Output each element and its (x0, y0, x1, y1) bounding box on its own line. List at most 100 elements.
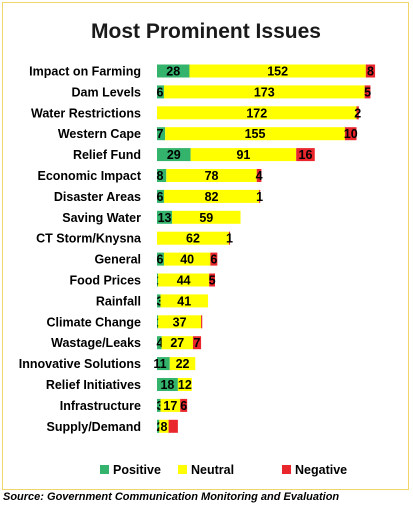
data-label: 6 (157, 190, 164, 204)
data-label: 91 (236, 148, 250, 162)
bar-neutral (159, 419, 169, 433)
data-label: 29 (167, 148, 181, 162)
bar-positive (157, 357, 170, 371)
bar-negative (259, 189, 261, 203)
data-label: 59 (199, 211, 213, 225)
bar-negative (209, 273, 215, 287)
bar-negative (256, 169, 262, 182)
bar-neutral (163, 85, 365, 99)
category-label: Relief Initiatives (46, 378, 141, 392)
bar-negative (364, 85, 371, 99)
data-label: 5 (209, 274, 216, 288)
data-label: 5 (364, 85, 371, 99)
category-label: Disaster Areas (54, 190, 141, 204)
bar-neutral (165, 127, 345, 141)
data-label: 4 (157, 336, 164, 350)
data-label: 17 (163, 399, 177, 413)
bar-negative (365, 64, 376, 78)
category-label: Innovative Solutions (19, 357, 141, 371)
bar-negative (210, 252, 218, 266)
bar-neutral (169, 357, 196, 371)
category-label: Western Cape (58, 127, 141, 141)
bar-neutral (157, 231, 229, 245)
bar-positive (157, 315, 159, 329)
legend-swatch-positive (100, 465, 109, 474)
data-label: 28 (166, 65, 180, 79)
data-label: 40 (180, 253, 194, 267)
bar-neutral (172, 210, 241, 224)
data-label: 4 (256, 169, 263, 183)
bar-neutral (160, 294, 209, 308)
bar-negative (228, 231, 231, 245)
data-label: 12 (178, 378, 192, 392)
data-label: 155 (245, 127, 266, 141)
bar-neutral (157, 106, 357, 120)
bar-positive (157, 210, 173, 224)
bar-positive (157, 398, 161, 412)
bar-negative (356, 106, 359, 120)
data-label: 3 (157, 399, 164, 413)
bar-neutral (163, 252, 211, 266)
bar-negative (168, 419, 178, 433)
data-label: 22 (176, 357, 190, 371)
data-label: 78 (205, 169, 219, 183)
bar-neutral (161, 336, 193, 350)
data-label: 8 (367, 65, 374, 79)
legend-swatch-negative (282, 465, 291, 474)
bar-positive (157, 273, 159, 287)
bar-neutral (158, 273, 210, 287)
data-label: 8 (160, 420, 167, 434)
bar-positive (157, 336, 162, 350)
category-label: Climate Change (47, 315, 142, 329)
data-label: 2 (354, 106, 361, 120)
bar-negative (344, 127, 357, 141)
data-label: 37 (173, 315, 187, 329)
data-label: 172 (246, 106, 267, 120)
bar-neutral (190, 148, 297, 162)
bar-positive (157, 127, 166, 141)
data-label: 10 (344, 127, 358, 141)
category-label: Economic Impact (38, 169, 142, 183)
bar-negative (180, 398, 188, 412)
data-label: 41 (177, 294, 191, 308)
bar-negative (201, 315, 203, 329)
bar-positive (157, 378, 178, 391)
bar-neutral (158, 315, 202, 329)
data-label: 62 (186, 232, 200, 246)
bar-negative (192, 336, 202, 350)
legend-label-negative: Negative (295, 463, 347, 477)
category-label: Water Restrictions (31, 106, 141, 120)
category-label: Saving Water (62, 211, 141, 225)
data-label: 6 (157, 85, 164, 99)
category-label: Relief Fund (73, 148, 141, 162)
category-label: Rainfall (96, 294, 141, 308)
bar-positive (157, 294, 161, 308)
category-label: CT Storm/Knysna (36, 232, 142, 246)
chart-title: Most Prominent Issues (91, 20, 321, 43)
source-note: Source: Government Communication Monitor… (3, 491, 340, 503)
data-label: 11 (153, 357, 166, 371)
category-label: Impact on Farming (29, 65, 141, 79)
chart-frame (2, 2, 409, 490)
bar-negative (296, 148, 315, 162)
data-label: 16 (299, 148, 313, 162)
data-label: 18 (160, 378, 174, 392)
data-label: 7 (194, 336, 201, 350)
data-label: 152 (267, 65, 288, 79)
bar-neutral (166, 169, 257, 182)
data-label: 6 (157, 253, 164, 267)
category-label: Dam Levels (72, 85, 142, 99)
category-label: Wastage/Leaks (51, 336, 141, 350)
legend-label-neutral: Neutral (191, 463, 234, 477)
category-label: Food Prices (69, 274, 141, 288)
legend-label-positive: Positive (113, 463, 161, 477)
bar-neutral (160, 398, 181, 412)
category-label: General (94, 253, 141, 267)
bar-positive (157, 85, 164, 99)
data-label: 27 (170, 336, 184, 350)
legend-swatch-neutral (178, 465, 187, 474)
bar-positive (157, 169, 167, 182)
data-label: 3 (157, 294, 164, 308)
data-label: 8 (157, 169, 164, 183)
